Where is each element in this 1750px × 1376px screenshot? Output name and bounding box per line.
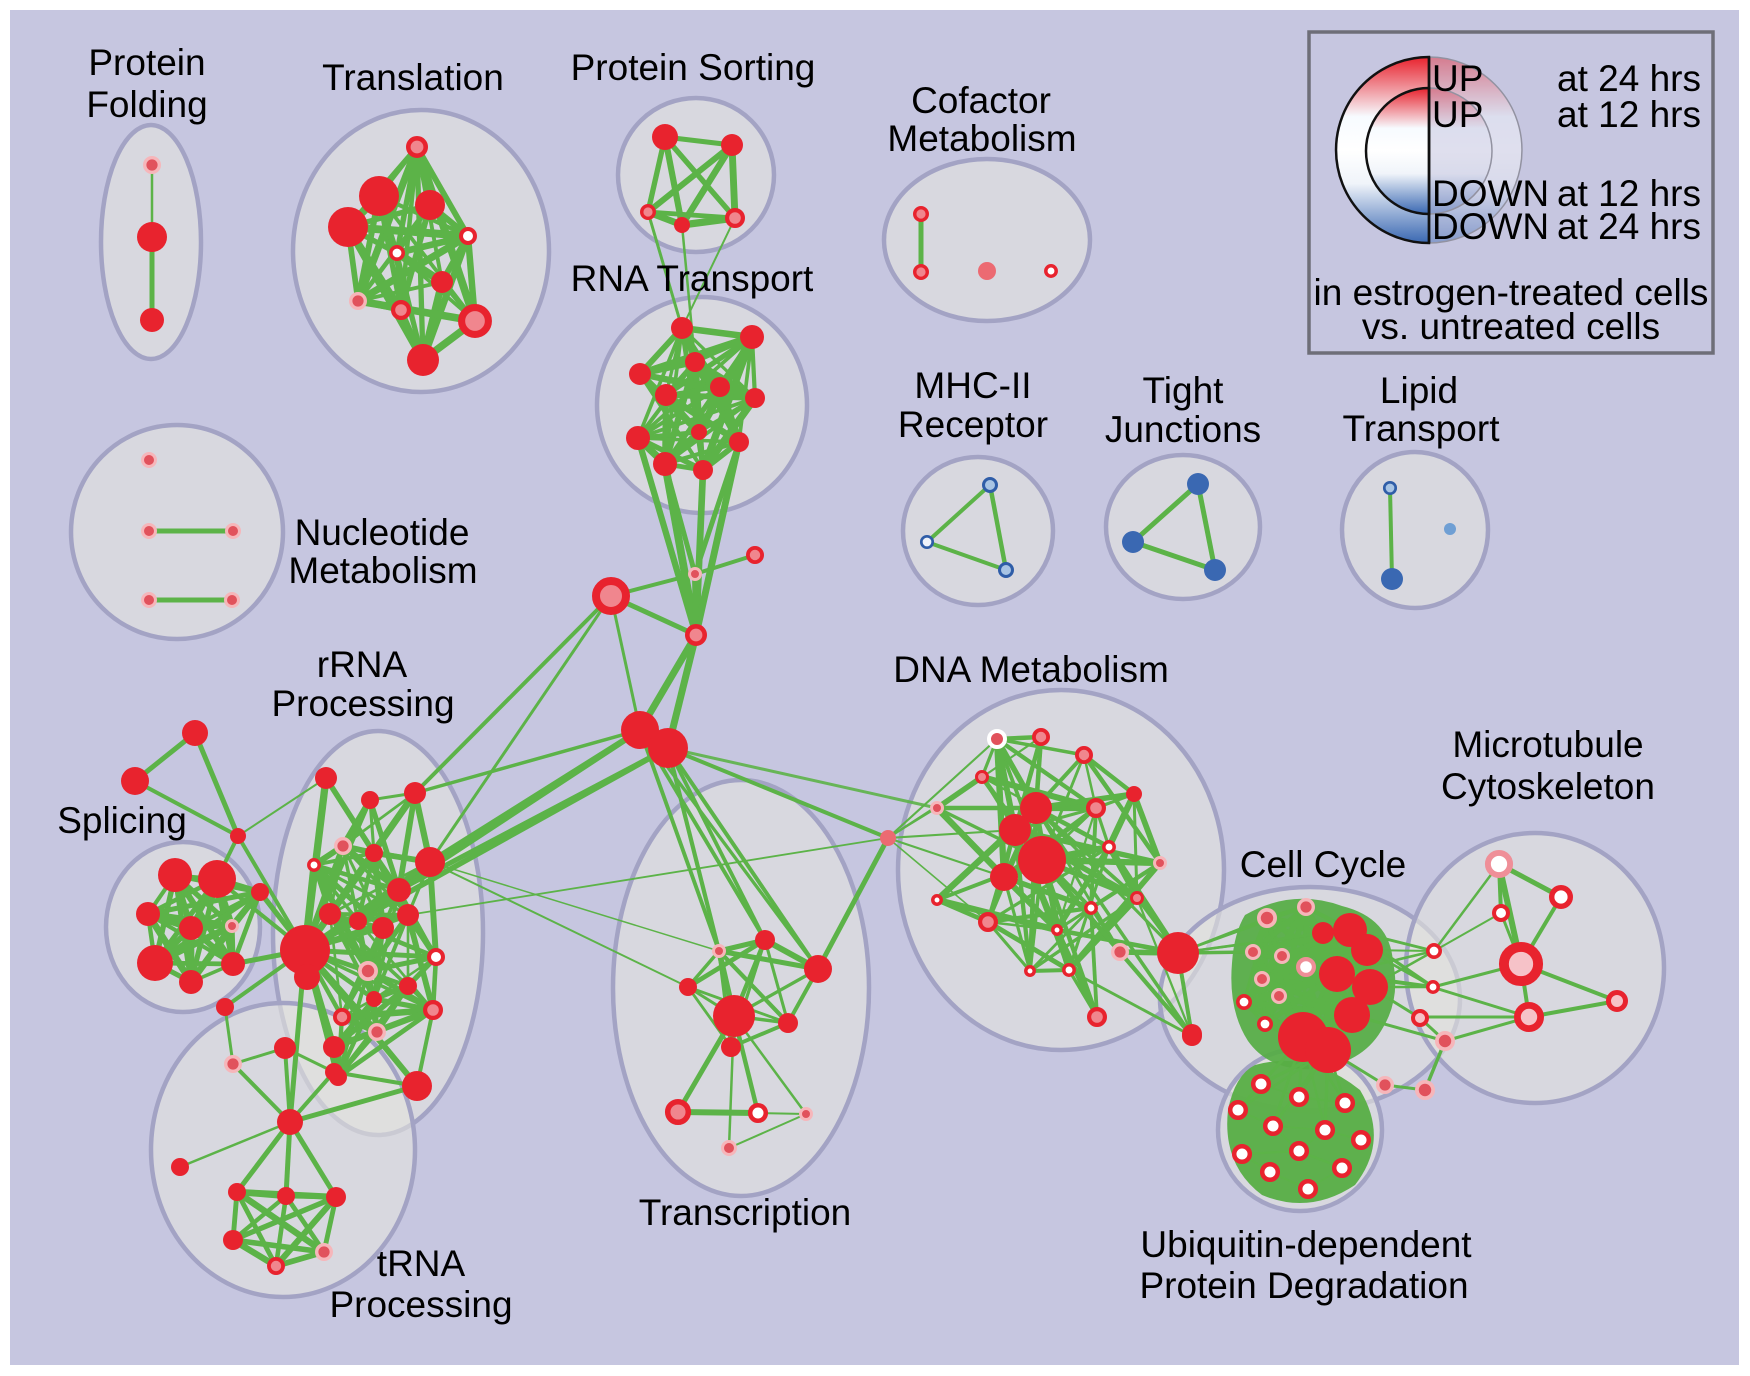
svg-text:UP: UP	[1432, 94, 1483, 135]
svg-text:Metabolism: Metabolism	[887, 118, 1076, 159]
svg-text:RNA Transport: RNA Transport	[571, 258, 814, 299]
svg-text:Protein Sorting: Protein Sorting	[571, 47, 816, 88]
svg-text:Tight: Tight	[1143, 370, 1225, 411]
svg-text:Nucleotide: Nucleotide	[295, 512, 470, 553]
svg-text:Processing: Processing	[329, 1284, 512, 1325]
svg-text:at 24 hrs: at 24 hrs	[1557, 206, 1701, 247]
svg-text:vs. untreated cells: vs. untreated cells	[1362, 306, 1660, 347]
svg-text:tRNA: tRNA	[377, 1243, 466, 1284]
svg-text:MHC-II: MHC-II	[914, 365, 1031, 406]
svg-text:Junctions: Junctions	[1105, 409, 1261, 450]
svg-text:at 12 hrs: at 12 hrs	[1557, 173, 1701, 214]
svg-text:Splicing: Splicing	[57, 800, 187, 841]
svg-text:Translation: Translation	[322, 57, 504, 98]
svg-text:at 24 hrs: at 24 hrs	[1557, 58, 1701, 99]
svg-text:rRNA: rRNA	[317, 644, 408, 685]
svg-text:Protein: Protein	[88, 42, 205, 83]
svg-text:Ubiquitin-dependent: Ubiquitin-dependent	[1140, 1224, 1472, 1265]
svg-text:Processing: Processing	[271, 683, 454, 724]
svg-text:Folding: Folding	[86, 84, 207, 125]
svg-text:Protein Degradation: Protein Degradation	[1139, 1265, 1468, 1306]
svg-text:in estrogen-treated cells: in estrogen-treated cells	[1314, 272, 1709, 313]
svg-text:DNA Metabolism: DNA Metabolism	[893, 649, 1169, 690]
svg-text:UP: UP	[1432, 58, 1483, 99]
svg-text:Cell Cycle: Cell Cycle	[1240, 844, 1407, 885]
svg-text:Transcription: Transcription	[639, 1192, 851, 1233]
svg-text:Microtubule: Microtubule	[1452, 724, 1643, 765]
svg-text:at 12 hrs: at 12 hrs	[1557, 94, 1701, 135]
svg-text:DOWN: DOWN	[1432, 206, 1549, 247]
svg-text:DOWN: DOWN	[1432, 173, 1549, 214]
svg-text:Lipid: Lipid	[1380, 370, 1458, 411]
svg-text:Metabolism: Metabolism	[288, 550, 477, 591]
svg-text:Cofactor: Cofactor	[911, 80, 1051, 121]
svg-text:Cytoskeleton: Cytoskeleton	[1441, 766, 1655, 807]
svg-text:Transport: Transport	[1343, 408, 1501, 449]
svg-text:Receptor: Receptor	[898, 404, 1048, 445]
